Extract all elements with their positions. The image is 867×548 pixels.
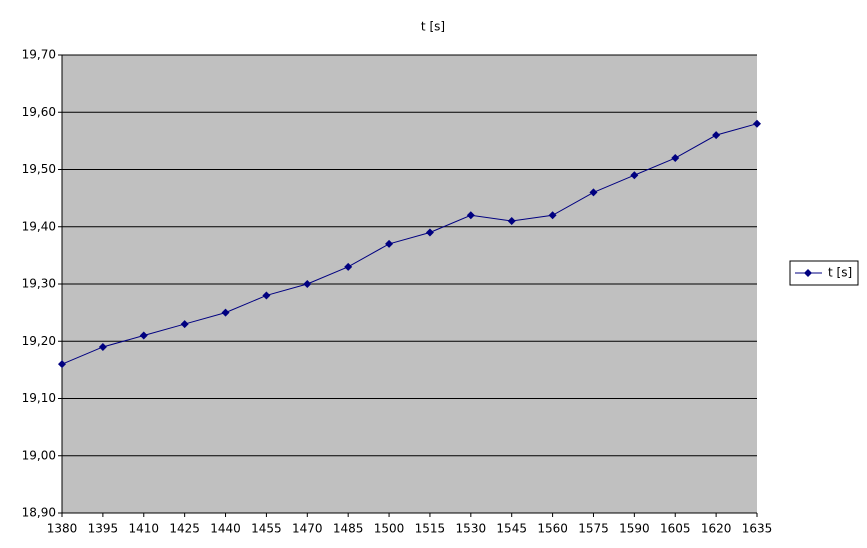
data-point <box>98 342 107 351</box>
x-tick-label: 1380 <box>47 522 78 536</box>
y-tick-label: 19,70 <box>22 48 56 62</box>
data-point <box>466 211 475 220</box>
data-point <box>385 239 394 248</box>
x-tick-label: 1605 <box>660 522 691 536</box>
y-tick-label: 19,30 <box>22 277 56 291</box>
data-point <box>507 217 516 226</box>
x-tick-label: 1590 <box>619 522 650 536</box>
x-tick-label: 1455 <box>251 522 282 536</box>
y-tick-label: 19,40 <box>22 219 56 233</box>
data-point <box>303 280 312 288</box>
data-line <box>61 123 758 365</box>
y-tick-label: 18,90 <box>22 506 56 520</box>
x-tick-label: 1635 <box>742 522 773 536</box>
x-tick-label: 1500 <box>374 522 405 536</box>
data-point <box>753 119 761 128</box>
data-point <box>548 211 557 220</box>
y-tick-label: 19,00 <box>22 448 56 462</box>
data-point <box>139 331 148 340</box>
x-tick-label: 1560 <box>537 522 568 536</box>
data-point <box>180 320 189 329</box>
x-tick-label: 1410 <box>128 522 159 536</box>
data-point <box>58 360 66 369</box>
x-tick-label: 1515 <box>415 522 446 536</box>
y-tick-label: 19,50 <box>22 162 56 176</box>
y-tick-label: 19,10 <box>22 391 56 405</box>
legend-label: t [s] <box>828 266 852 280</box>
data-point <box>589 188 598 197</box>
data-point <box>630 171 639 180</box>
data-point <box>425 228 434 237</box>
x-tick-label: 1470 <box>292 522 323 536</box>
legend-marker <box>804 269 812 277</box>
x-tick-label: 1485 <box>333 522 364 536</box>
y-tick-label: 19,20 <box>22 334 56 348</box>
x-tick-label: 1425 <box>169 522 200 536</box>
x-tick-label: 1575 <box>578 522 609 536</box>
data-point <box>344 262 353 271</box>
data-point <box>671 154 680 163</box>
x-tick-label: 1545 <box>496 522 527 536</box>
chart-title: t [s] <box>421 20 445 34</box>
x-tick-label: 1620 <box>701 522 732 536</box>
y-tick-label: 19,60 <box>22 105 56 119</box>
x-tick-label: 1395 <box>88 522 119 536</box>
data-point <box>262 291 271 300</box>
data-point <box>712 131 721 140</box>
x-tick-label: 1440 <box>210 522 241 536</box>
x-tick-label: 1530 <box>456 522 487 536</box>
data-point <box>221 308 230 317</box>
